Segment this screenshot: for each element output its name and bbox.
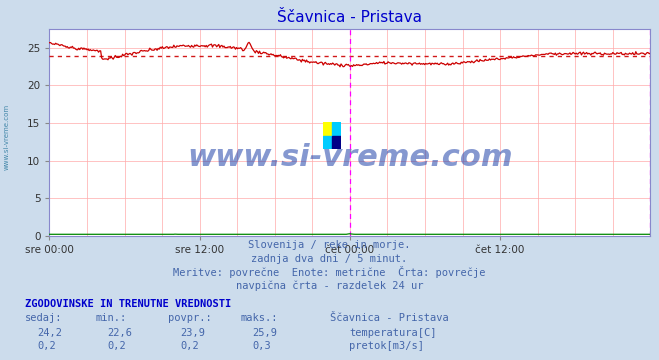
Text: zadnja dva dni / 5 minut.: zadnja dva dni / 5 minut.: [251, 254, 408, 264]
Text: maks.:: maks.:: [241, 313, 278, 323]
Bar: [323, 136, 332, 149]
Bar: [332, 136, 341, 149]
Text: 23,9: 23,9: [180, 328, 205, 338]
Text: 22,6: 22,6: [107, 328, 132, 338]
Text: sedaj:: sedaj:: [25, 313, 63, 323]
Text: 24,2: 24,2: [37, 328, 62, 338]
Text: Ščavnica - Pristava: Ščavnica - Pristava: [330, 313, 448, 323]
Text: 0,2: 0,2: [37, 341, 55, 351]
Bar: [323, 122, 332, 136]
Text: 0,2: 0,2: [107, 341, 126, 351]
Title: Ščavnica - Pristava: Ščavnica - Pristava: [277, 10, 422, 25]
Text: pretok[m3/s]: pretok[m3/s]: [349, 341, 424, 351]
Text: min.:: min.:: [96, 313, 127, 323]
Text: 0,2: 0,2: [180, 341, 198, 351]
Bar: [332, 122, 341, 136]
Text: ZGODOVINSKE IN TRENUTNE VREDNOSTI: ZGODOVINSKE IN TRENUTNE VREDNOSTI: [25, 299, 231, 309]
Text: Meritve: povrečne  Enote: metrične  Črta: povrečje: Meritve: povrečne Enote: metrične Črta: …: [173, 266, 486, 278]
Text: temperatura[C]: temperatura[C]: [349, 328, 437, 338]
Text: povpr.:: povpr.:: [168, 313, 212, 323]
Text: Slovenija / reke in morje.: Slovenija / reke in morje.: [248, 240, 411, 251]
Text: www.si-vreme.com: www.si-vreme.com: [3, 104, 10, 170]
Text: navpična črta - razdelek 24 ur: navpična črta - razdelek 24 ur: [236, 281, 423, 292]
Text: 25,9: 25,9: [252, 328, 277, 338]
Text: 0,3: 0,3: [252, 341, 271, 351]
Text: www.si-vreme.com: www.si-vreme.com: [187, 143, 513, 172]
